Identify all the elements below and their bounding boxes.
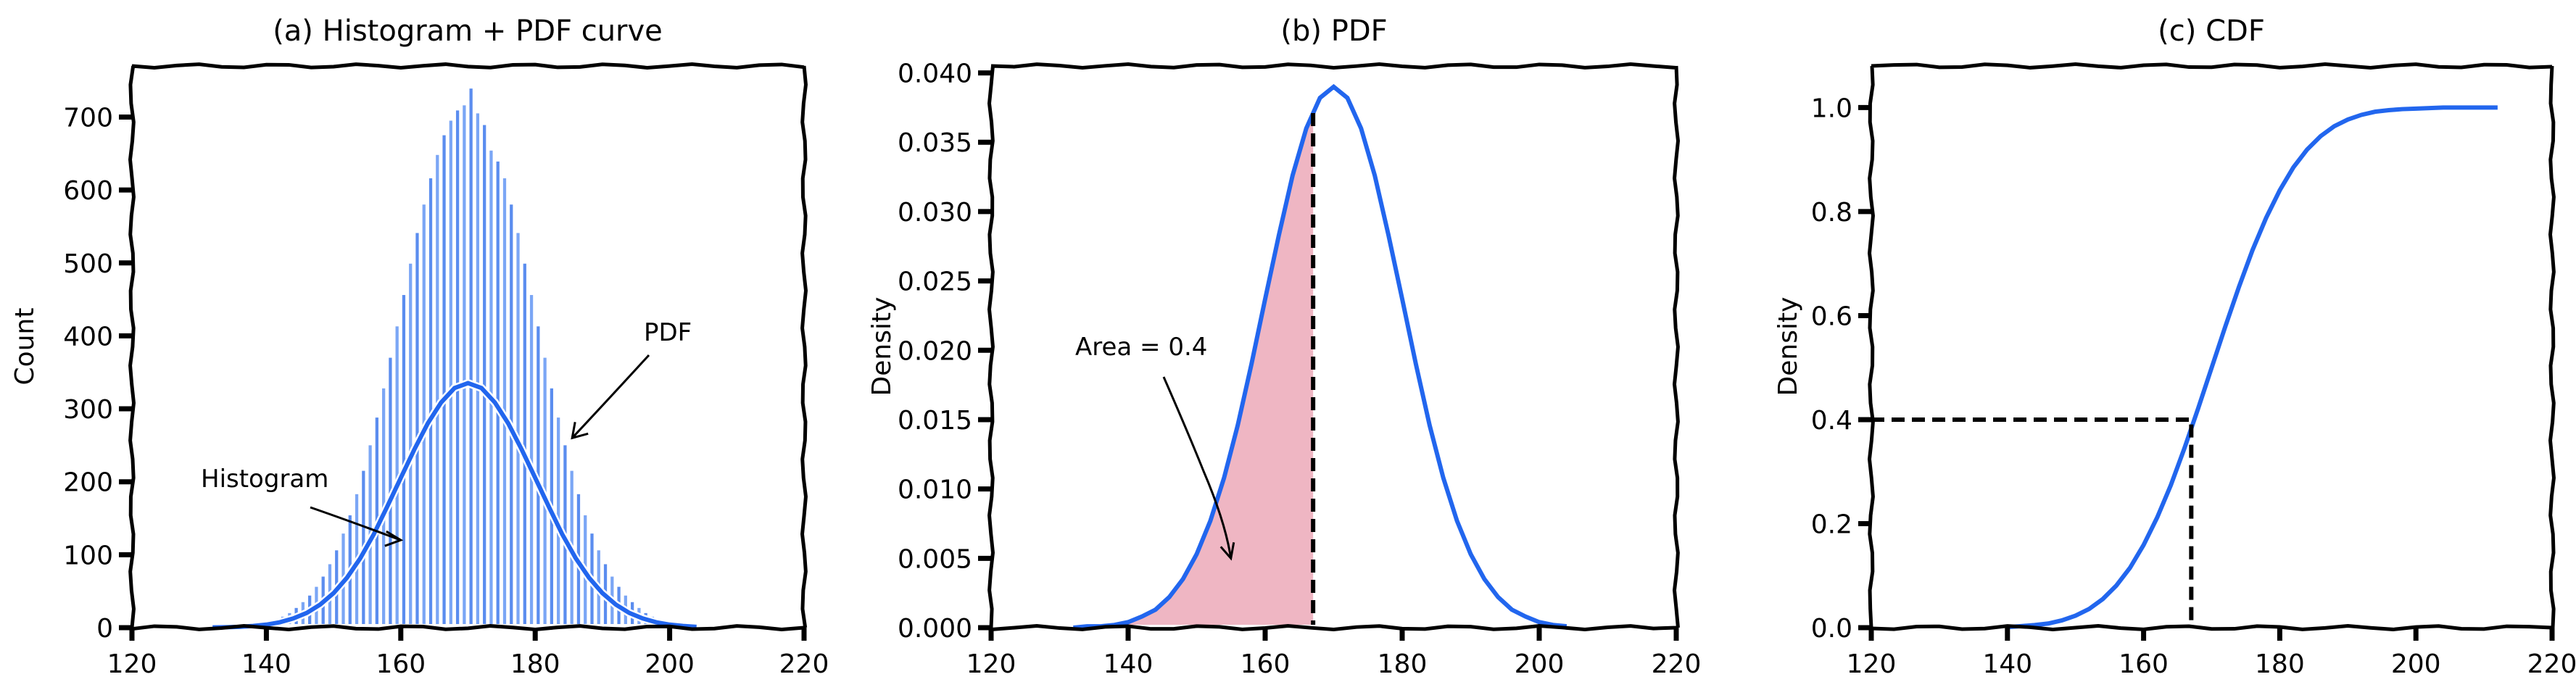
x-tick-label: 200 [2391, 649, 2441, 679]
y-tick-label: 0.040 [898, 59, 972, 89]
histogram-bar [501, 176, 508, 625]
panel-histogram-pdf: (a) Histogram + PDF curve Count Histogra… [10, 14, 829, 679]
reference-dashed-line [1871, 417, 2194, 625]
y-tick-label: 600 [63, 176, 113, 206]
histogram-bar [414, 231, 421, 625]
annotation-histogram: Histogram [201, 465, 328, 494]
annotation-arrow [1162, 376, 1233, 559]
arrow-head [571, 422, 589, 440]
x-tick-label: 120 [107, 649, 157, 679]
cdf-line [2007, 105, 2498, 630]
axes-frame [1867, 62, 2556, 631]
histogram-bar [515, 231, 521, 625]
shaded-area [1128, 113, 1314, 625]
chart-title: (b) PDF [1280, 14, 1387, 48]
axes-frame [987, 62, 1681, 632]
x-tick-label: 180 [510, 649, 560, 679]
histogram-bar [421, 203, 427, 625]
annotation-pdf: PDF [644, 318, 692, 347]
y-tick-label: 0.6 [1811, 302, 1852, 331]
x-tick-label: 140 [241, 649, 291, 679]
x-tick-label: 120 [966, 649, 1016, 679]
histogram-bar [494, 159, 501, 625]
y-tick-label: 700 [63, 103, 113, 133]
arrow-head [384, 530, 404, 547]
histogram-bar [407, 262, 414, 625]
pdf-curve-outline [212, 378, 697, 632]
histogram-bar [481, 123, 488, 626]
annotation-arrow [310, 506, 402, 541]
y-tick-label: 1.0 [1811, 93, 1852, 123]
x-tick-label: 180 [1378, 649, 1428, 679]
histogram-bar [454, 109, 461, 626]
x-tick-label: 180 [2255, 649, 2305, 679]
panel-cdf: (c) CDF Density 120 140 160 180 200 220 0.0 0.2… [1773, 14, 2576, 679]
y-tick-label: 200 [63, 468, 113, 498]
y-tick-label: 0.4 [1811, 406, 1852, 436]
pdf-line [1073, 83, 1567, 630]
y-tick-label: 0.025 [898, 267, 972, 297]
panel-pdf: (b) PDF Density Area = 0.4 120 140 160 180 20… [867, 14, 1701, 679]
y-tick-label: 0.000 [898, 614, 972, 644]
chart-title: (c) CDF [2158, 14, 2265, 48]
y-tick-label: 0.035 [898, 128, 972, 158]
y-tick-label: 0 [96, 614, 113, 644]
y-tick-label: 0.010 [898, 475, 972, 505]
y-axis-label: Count [10, 308, 40, 386]
x-tick-label: 140 [1982, 649, 2032, 679]
y-axis-label: Density [867, 297, 897, 396]
chart-title: (a) Histogram + PDF curve [273, 14, 663, 48]
histogram-bar [468, 87, 474, 625]
pdf-curve [212, 381, 697, 630]
y-tick-label: 300 [63, 395, 113, 425]
y-tick-label: 0.020 [898, 336, 972, 366]
y-tick-label: 0.2 [1811, 510, 1852, 539]
y-tick-label: 500 [63, 249, 113, 279]
histogram-bar [488, 149, 494, 625]
histogram-bar [461, 104, 468, 625]
x-tick-label: 140 [1103, 649, 1154, 679]
histogram-bar [508, 203, 515, 625]
y-tick-label: 0.030 [898, 198, 972, 228]
y-tick-label: 100 [63, 541, 113, 570]
histogram-bar [447, 119, 454, 625]
x-tick-label: 220 [779, 649, 829, 679]
histogram-bar [474, 112, 481, 625]
axes-frame [128, 62, 808, 632]
histogram-bar [434, 153, 441, 626]
arrow-head [1219, 542, 1235, 561]
x-tick-label: 160 [376, 649, 426, 679]
histogram-bar [441, 133, 447, 625]
x-tick-label: 120 [1847, 649, 1897, 679]
y-tick-label: 400 [63, 322, 113, 352]
x-tick-label: 160 [2119, 649, 2169, 679]
x-tick-label: 200 [1515, 649, 1565, 679]
histogram-bar [427, 176, 434, 625]
y-tick-label: 0.0 [1811, 614, 1852, 644]
x-tick-label: 200 [645, 649, 695, 679]
y-axis-label: Density [1773, 297, 1803, 396]
x-tick-label: 160 [1241, 649, 1291, 679]
y-tick-label: 0.8 [1811, 198, 1852, 228]
annotation-area: Area = 0.4 [1075, 333, 1207, 362]
annotation-arrow [571, 354, 650, 439]
x-tick-label: 220 [1652, 649, 1702, 679]
x-tick-label: 220 [2527, 649, 2576, 679]
y-tick-label: 0.005 [898, 544, 972, 574]
y-tick-label: 0.015 [898, 406, 972, 436]
